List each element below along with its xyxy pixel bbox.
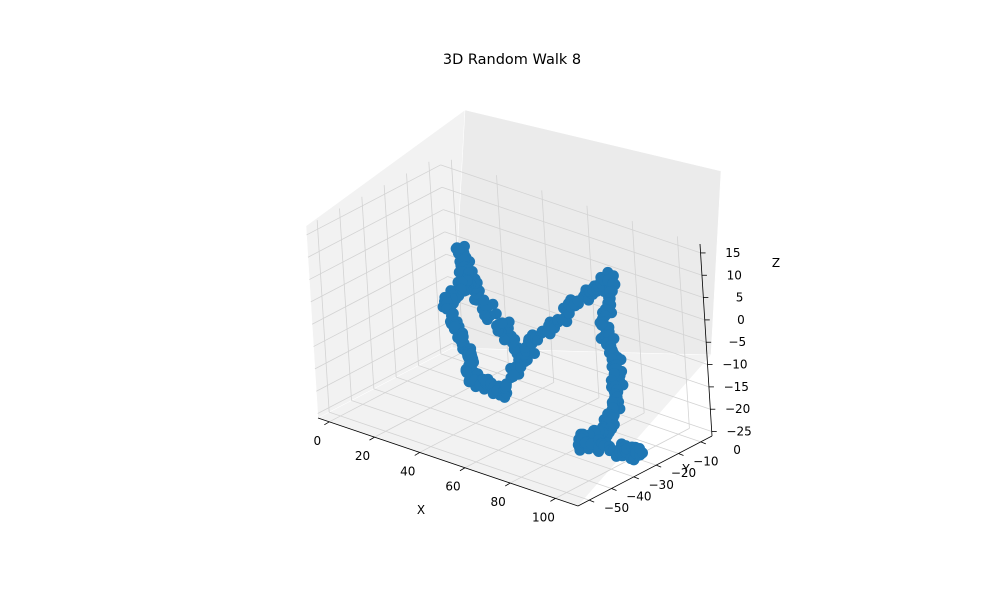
z-tick-label: 0 bbox=[737, 313, 745, 327]
gridline-z bbox=[441, 186, 703, 276]
gridline-y bbox=[339, 208, 352, 401]
x-tick bbox=[504, 482, 511, 487]
gridline-y bbox=[316, 220, 330, 413]
y-axis-label: Y bbox=[681, 462, 690, 476]
gridline-x bbox=[464, 397, 600, 469]
z-tick-label: 5 bbox=[736, 291, 744, 305]
gridline-z bbox=[444, 231, 705, 321]
gridline-y bbox=[383, 185, 397, 378]
z-tick-labels: 15 10 5 0 −5 −10 −15 −20 −25 bbox=[700, 246, 752, 439]
gridline-z bbox=[317, 343, 452, 414]
gridline-x bbox=[419, 382, 554, 453]
z-tick-label: −10 bbox=[722, 358, 747, 372]
gridline-y bbox=[329, 411, 590, 501]
gridline-z bbox=[306, 164, 441, 236]
gridline-y bbox=[351, 400, 612, 489]
gridline-z bbox=[314, 298, 450, 370]
y-tick bbox=[656, 464, 662, 468]
gridline-z bbox=[451, 343, 712, 432]
y-tick-label: −30 bbox=[649, 478, 674, 492]
y-tick-label: −40 bbox=[626, 490, 651, 504]
x-tick-label: 60 bbox=[445, 480, 460, 494]
x-axis-label: X bbox=[417, 503, 425, 517]
y-tick bbox=[633, 476, 639, 480]
y-tick bbox=[700, 441, 706, 445]
z-tick-label: −20 bbox=[725, 402, 750, 416]
y-tick-label: −10 bbox=[693, 455, 718, 469]
z-tick-label: −15 bbox=[724, 380, 749, 394]
y-tick bbox=[678, 453, 684, 456]
x-tick bbox=[550, 498, 556, 502]
x-tick-label: 0 bbox=[313, 434, 321, 448]
gridline-z bbox=[443, 209, 704, 298]
z-tick-label: −25 bbox=[726, 425, 751, 439]
data-point bbox=[528, 347, 540, 359]
gridline-y bbox=[418, 365, 679, 454]
y-tick-label: −20 bbox=[671, 466, 696, 480]
gridline-z bbox=[310, 231, 445, 303]
x-tick-label: 20 bbox=[355, 449, 370, 463]
data-point bbox=[449, 321, 461, 333]
x-tick-label: 80 bbox=[491, 495, 506, 509]
x-tick bbox=[459, 467, 466, 472]
data-point bbox=[496, 317, 508, 329]
gridline-y bbox=[373, 388, 634, 478]
gridline-x bbox=[329, 351, 464, 423]
x-tick-labels: 0 20 40 60 80 100 bbox=[313, 421, 556, 524]
gridline-z bbox=[311, 253, 447, 325]
gridline-x bbox=[555, 427, 690, 499]
y-tick bbox=[611, 488, 617, 491]
gridline-z bbox=[440, 164, 701, 254]
x-tick bbox=[324, 421, 330, 426]
y-tick-label: 0 bbox=[733, 443, 741, 457]
y-tick-label: −50 bbox=[604, 501, 629, 515]
y-tick-labels: 0 −10−20−30−40−50 bbox=[589, 441, 741, 515]
gridline-x bbox=[676, 236, 690, 429]
y-axis-line bbox=[577, 435, 713, 507]
gridline-z bbox=[316, 320, 451, 392]
x-tick-label: 40 bbox=[400, 464, 415, 478]
data-point bbox=[500, 380, 512, 392]
axis-lines bbox=[317, 243, 713, 507]
data-point bbox=[447, 308, 459, 320]
x-tick-label: 100 bbox=[532, 510, 555, 524]
z-axis-label: Z bbox=[772, 256, 780, 270]
data-point bbox=[508, 369, 520, 381]
x-tick bbox=[369, 436, 375, 441]
gridline-z bbox=[307, 186, 443, 258]
gridline-z bbox=[309, 209, 444, 280]
gridline-y bbox=[406, 173, 419, 366]
z-axis-line bbox=[699, 243, 713, 437]
gridline-y bbox=[361, 196, 375, 389]
z-tick-label: 10 bbox=[727, 268, 742, 282]
data-point bbox=[478, 294, 490, 306]
gridline-z bbox=[313, 276, 448, 347]
gridline-x bbox=[541, 190, 555, 383]
gridline-z bbox=[447, 276, 708, 365]
gridline-x bbox=[631, 221, 645, 414]
data-point bbox=[461, 366, 473, 378]
x-tick bbox=[414, 452, 420, 456]
gridline-z bbox=[450, 320, 711, 410]
z-tick-label: −5 bbox=[728, 335, 746, 349]
x-axis-line bbox=[317, 417, 579, 507]
data-point bbox=[636, 447, 648, 459]
gridline-y bbox=[440, 353, 701, 443]
grid-lines bbox=[306, 159, 712, 501]
data-point bbox=[457, 331, 469, 343]
y-tick bbox=[589, 499, 595, 503]
gridline-y bbox=[428, 161, 442, 354]
scatter-points bbox=[437, 240, 648, 466]
chart-title: 3D Random Walk 8 bbox=[443, 52, 581, 68]
data-point bbox=[596, 319, 608, 331]
z-tick-label: 15 bbox=[725, 246, 740, 260]
